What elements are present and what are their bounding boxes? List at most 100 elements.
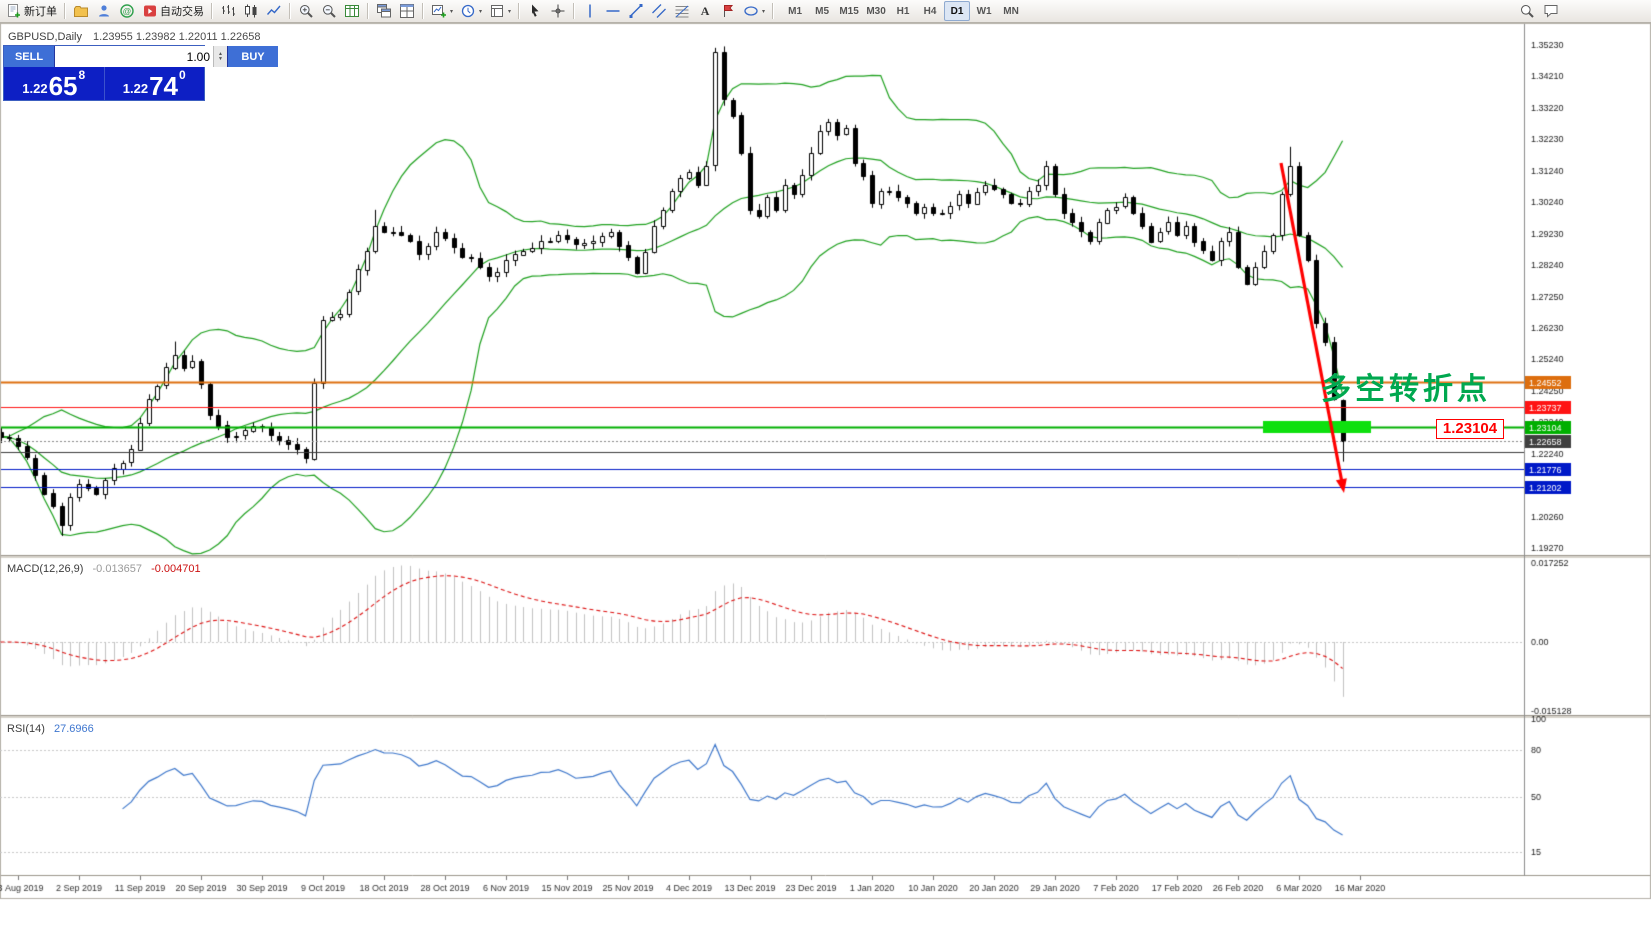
new-order-button[interactable]: 新订单 <box>3 1 60 21</box>
mql5-at-icon: @ <box>119 3 135 19</box>
timeframe-m15[interactable]: M15 <box>836 1 862 21</box>
volume-field[interactable]: ▲▼ <box>54 46 228 67</box>
timeframe-toolbar: M1 M5 M15 M30 H1 H4 D1 W1 MN <box>782 1 1024 21</box>
ellipse-shape-icon <box>743 3 759 19</box>
chart-title: GBPUSD,Daily 1.23955 1.23982 1.22011 1.2… <box>8 31 260 43</box>
one-click-trading-panel: SELL ▲▼ BUY 1.22 65 8 1.22 74 0 <box>3 45 278 101</box>
one-click-price-row: 1.22 65 8 1.22 74 0 <box>4 67 204 100</box>
timeframe-h1[interactable]: H1 <box>890 1 916 21</box>
buy-button[interactable]: BUY <box>228 46 278 67</box>
bar-chart-mode-button[interactable] <box>217 1 239 21</box>
auto-trading-button[interactable]: 自动交易 <box>139 1 207 21</box>
price-flag-label: 1.23104 <box>1436 419 1504 439</box>
volume-spinner[interactable]: ▲ ▼ <box>213 46 227 67</box>
timeframe-h4[interactable]: H4 <box>917 1 943 21</box>
main-toolbar: 新订单 @ 自动交易 ▾ ▾ ▾ A ▾ M1 M5 M15 M30 H1 H4… <box>0 0 1651 23</box>
fibonacci-tool-button[interactable] <box>671 1 693 21</box>
chat-bubble-icon <box>1543 3 1559 19</box>
clock-icon <box>460 3 476 19</box>
new-order-label: 新订单 <box>24 6 57 18</box>
spinner-down-icon[interactable]: ▼ <box>218 55 223 62</box>
new-chart-button[interactable]: ▾ <box>428 1 456 21</box>
timeframe-d1[interactable]: D1 <box>944 1 971 21</box>
chat-button[interactable] <box>1540 1 1562 21</box>
sell-price-head: 1.22 <box>22 81 48 96</box>
candlestick-mode-button[interactable] <box>240 1 262 21</box>
rsi-indicator-label: RSI(14) 27.6966 <box>7 723 94 735</box>
toolbar-separator <box>289 3 291 19</box>
volume-input[interactable] <box>55 46 213 67</box>
trendline-icon <box>628 3 644 19</box>
line-chart-mode-button[interactable] <box>263 1 285 21</box>
zoom-out-icon <box>321 3 337 19</box>
rsi-value: 27.6966 <box>53 723 94 735</box>
buy-price[interactable]: 1.22 74 0 <box>105 67 205 100</box>
zoom-out-button[interactable] <box>318 1 340 21</box>
timeframe-m30[interactable]: M30 <box>863 1 889 21</box>
text-tool-icon: A <box>700 3 710 18</box>
crosshair-tool-button[interactable] <box>547 1 569 21</box>
cascade-windows-button[interactable] <box>373 1 395 21</box>
zoom-in-icon <box>298 3 314 19</box>
shapes-tool-button[interactable]: ▾ <box>740 1 768 21</box>
mql5-button[interactable]: @ <box>116 1 138 21</box>
profiles-folder-icon <box>73 3 89 19</box>
horizontal-line-icon <box>605 3 621 19</box>
sell-price-point: 8 <box>78 68 86 82</box>
price-chart-canvas[interactable] <box>0 23 1651 945</box>
sell-button[interactable]: SELL <box>4 46 54 67</box>
channel-tool-button[interactable] <box>648 1 670 21</box>
template-icon <box>489 3 505 19</box>
market-watch-grid-button[interactable] <box>341 1 363 21</box>
vertical-line-tool-button[interactable] <box>579 1 601 21</box>
channel-icon <box>651 3 667 19</box>
community-button[interactable] <box>93 1 115 21</box>
vertical-line-icon <box>582 3 598 19</box>
table-grid-icon <box>344 3 360 19</box>
macd-main-value: -0.013657 <box>92 563 143 575</box>
text-tool-button[interactable]: A <box>694 1 716 21</box>
cursor-icon <box>527 3 543 19</box>
chart-ohlc-quote: 1.23955 1.23982 1.22011 1.22658 <box>93 31 261 43</box>
arrow-label-tool-button[interactable] <box>717 1 739 21</box>
zoom-in-button[interactable] <box>295 1 317 21</box>
profiles-button[interactable] <box>70 1 92 21</box>
toolbar-separator <box>211 3 213 19</box>
rsi-name: RSI(14) <box>7 723 45 735</box>
tile-windows-button[interactable] <box>396 1 418 21</box>
fibonacci-icon <box>674 3 690 19</box>
timeframe-m1[interactable]: M1 <box>782 1 808 21</box>
trendline-tool-button[interactable] <box>625 1 647 21</box>
crosshair-icon <box>550 3 566 19</box>
toolbar-separator <box>772 3 775 19</box>
auto-trading-label: 自动交易 <box>160 6 204 18</box>
sell-price-pips: 65 <box>48 70 78 101</box>
tile-windows-icon <box>399 3 415 19</box>
macd-name: MACD(12,26,9) <box>7 563 84 575</box>
turning-point-annotation: 多空转折点 <box>1321 373 1491 406</box>
new-chart-icon <box>431 3 447 19</box>
timeframe-w1[interactable]: W1 <box>971 1 997 21</box>
search-icon <box>1519 3 1535 19</box>
ohlc-bars-icon <box>220 3 236 19</box>
flag-label-icon <box>720 3 736 19</box>
templates-button[interactable]: ▾ <box>486 1 514 21</box>
spinner-up-icon[interactable]: ▲ <box>218 50 223 57</box>
new-order-icon <box>6 3 22 19</box>
caret-down-icon: ▾ <box>508 8 512 15</box>
search-button[interactable] <box>1516 1 1538 21</box>
timeframe-m5[interactable]: M5 <box>809 1 835 21</box>
buy-price-point: 0 <box>179 68 186 82</box>
chart-symbol-label: GBPUSD,Daily <box>8 31 82 43</box>
auto-trading-icon <box>142 3 158 19</box>
periods-button[interactable]: ▾ <box>457 1 485 21</box>
cursor-tool-button[interactable] <box>524 1 546 21</box>
community-person-icon <box>96 3 112 19</box>
toolbar-right-group <box>1516 1 1562 21</box>
toolbar-separator <box>518 3 521 19</box>
line-chart-icon <box>266 3 282 19</box>
toolbar-separator <box>367 3 369 19</box>
timeframe-mn[interactable]: MN <box>998 1 1024 21</box>
sell-price[interactable]: 1.22 65 8 <box>4 67 104 100</box>
horizontal-line-tool-button[interactable] <box>602 1 624 21</box>
